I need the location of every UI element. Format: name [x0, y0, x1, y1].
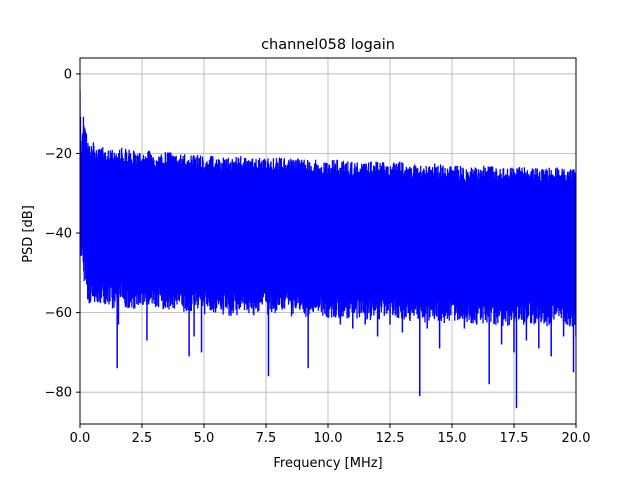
x-tick-label: 15.0: [438, 431, 467, 446]
x-tick-label: 20.0: [562, 431, 591, 446]
psd-series-line: [80, 90, 576, 327]
tick-marks: 0.0 2.5 5.0 7.5 10.0 12.5 15.0 17.5 20.0 0 −20 −40 −…: [45, 67, 591, 446]
x-axis-label: Frequency [MHz]: [273, 456, 382, 471]
y-tick-label: −20: [45, 147, 72, 162]
x-tick-label: 5.0: [194, 431, 215, 446]
y-tick-label: −60: [45, 306, 72, 321]
y-tick-label: −80: [45, 386, 72, 401]
x-tick-label: 10.0: [314, 431, 343, 446]
chart-title: channel058 logain: [261, 37, 395, 53]
x-tick-label: 2.5: [132, 431, 153, 446]
y-tick-label: −40: [45, 227, 72, 242]
x-tick-label: 7.5: [256, 431, 277, 446]
x-tick-label: 17.5: [500, 431, 529, 446]
x-tick-label: 0.0: [70, 431, 91, 446]
y-axis-label: PSD [dB]: [21, 205, 36, 263]
y-tick-label: 0: [64, 67, 72, 82]
plot-area: [80, 90, 576, 409]
x-tick-label: 12.5: [376, 431, 405, 446]
